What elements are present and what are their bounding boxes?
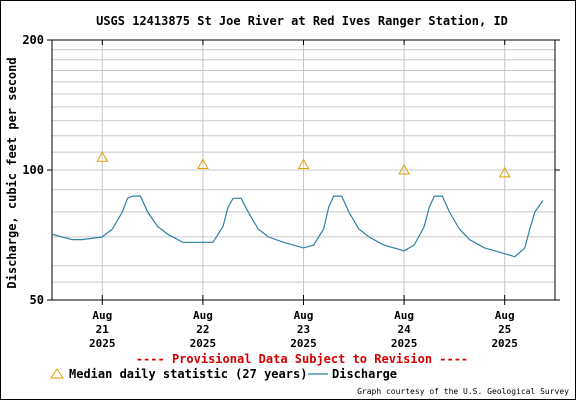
x-tick-label: Aug <box>394 309 414 322</box>
median-markers <box>96 151 511 178</box>
x-tick-label: 2025 <box>290 337 317 350</box>
median-legend-marker <box>50 368 64 379</box>
x-tick-label: 2025 <box>89 337 116 350</box>
x-tick-label: Aug <box>294 309 314 322</box>
y-tick-label: 50 <box>30 293 44 307</box>
y-tick-label: 100 <box>22 163 44 177</box>
x-tick-label: 24 <box>397 323 411 336</box>
plot-area-border <box>51 39 556 301</box>
median-marker <box>297 158 310 169</box>
axis-ticks <box>47 39 560 305</box>
x-tick-label: 23 <box>297 323 310 336</box>
median-marker <box>96 151 109 162</box>
median-legend-label: Median daily statistic (27 years) <box>69 367 307 381</box>
y-axis-label: Discharge, cubic feet per second <box>5 57 19 288</box>
credit-text: Graph courtesy of the U.S. Geological Su… <box>357 387 569 396</box>
x-tick-label: Aug <box>495 309 515 322</box>
y-tick-label: 200 <box>22 33 44 47</box>
provisional-notice: ---- Provisional Data Subject to Revisio… <box>136 352 468 366</box>
median-marker <box>398 163 410 175</box>
grid <box>52 39 555 300</box>
x-tick-label: 2025 <box>190 337 217 350</box>
legend: Median daily statistic (27 years) Discha… <box>50 367 397 381</box>
chart-title: USGS 12413875 St Joe River at Red Ives R… <box>96 14 508 28</box>
x-tick-label: Aug <box>92 309 112 322</box>
discharge-series-line <box>51 195 544 258</box>
x-tick-label: 22 <box>196 323 209 336</box>
x-tick-label: 2025 <box>391 337 418 350</box>
y-tick-labels: 50 100 200 <box>22 33 44 307</box>
x-tick-label: Aug <box>193 309 213 322</box>
discharge-legend-label: Discharge <box>332 367 397 381</box>
x-tick-labels: Aug212025Aug222025Aug232025Aug242025Aug2… <box>89 309 518 350</box>
median-marker <box>498 166 511 178</box>
median-marker <box>197 158 209 169</box>
x-tick-label: 21 <box>96 323 110 336</box>
x-tick-label: 2025 <box>491 337 518 350</box>
x-tick-label: 25 <box>498 323 511 336</box>
